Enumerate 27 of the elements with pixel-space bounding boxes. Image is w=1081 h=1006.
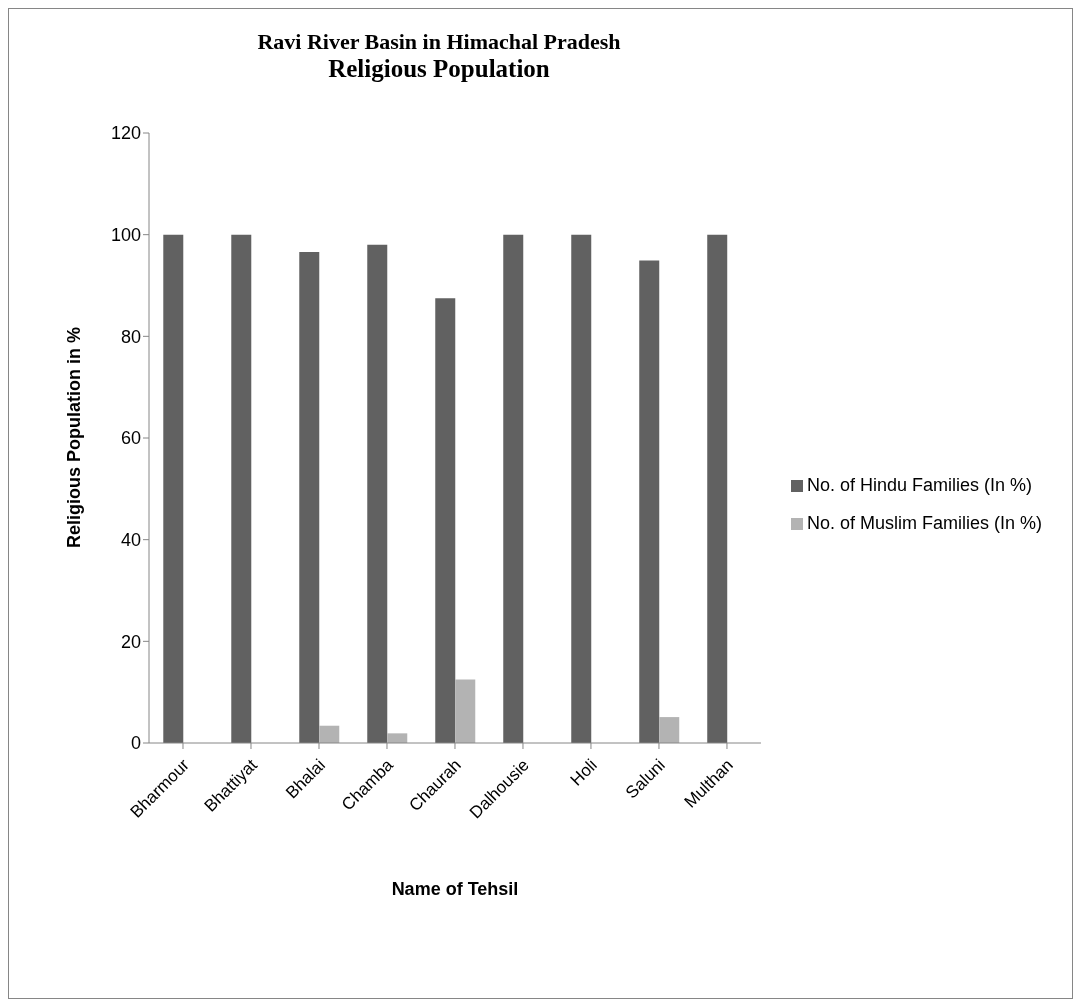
- legend-label: No. of Muslim Families (In %): [806, 512, 1042, 533]
- y-tick-label: 60: [120, 428, 141, 449]
- bar: [435, 298, 456, 743]
- bar: [503, 234, 524, 743]
- chart-subtitle: Religious Population: [327, 55, 551, 83]
- x-tick-label: Holi: [566, 755, 601, 790]
- bar: [231, 234, 252, 743]
- x-axis-title: Name of Tehsil: [391, 879, 519, 899]
- bar: [367, 244, 388, 743]
- chart-title: Ravi River Basin in Himachal Pradesh: [256, 29, 622, 55]
- bar: [659, 717, 680, 743]
- bar: [571, 234, 592, 743]
- bar: [455, 679, 476, 743]
- bar: [299, 251, 320, 743]
- y-tick-label: 0: [130, 733, 141, 754]
- y-tick-label: 120: [110, 123, 141, 144]
- y-tick-label: 40: [120, 530, 141, 551]
- bar: [387, 733, 408, 743]
- legend-label: No. of Hindu Families (In %): [806, 474, 1033, 495]
- bar: [319, 725, 340, 743]
- bar: [707, 234, 728, 743]
- y-tick-label: 20: [120, 631, 141, 652]
- y-tick-label: 80: [120, 326, 141, 347]
- bar: [639, 260, 660, 743]
- y-tick-label: 100: [110, 225, 141, 246]
- bar: [163, 234, 184, 743]
- y-axis-title: Religious Population in %: [64, 326, 85, 548]
